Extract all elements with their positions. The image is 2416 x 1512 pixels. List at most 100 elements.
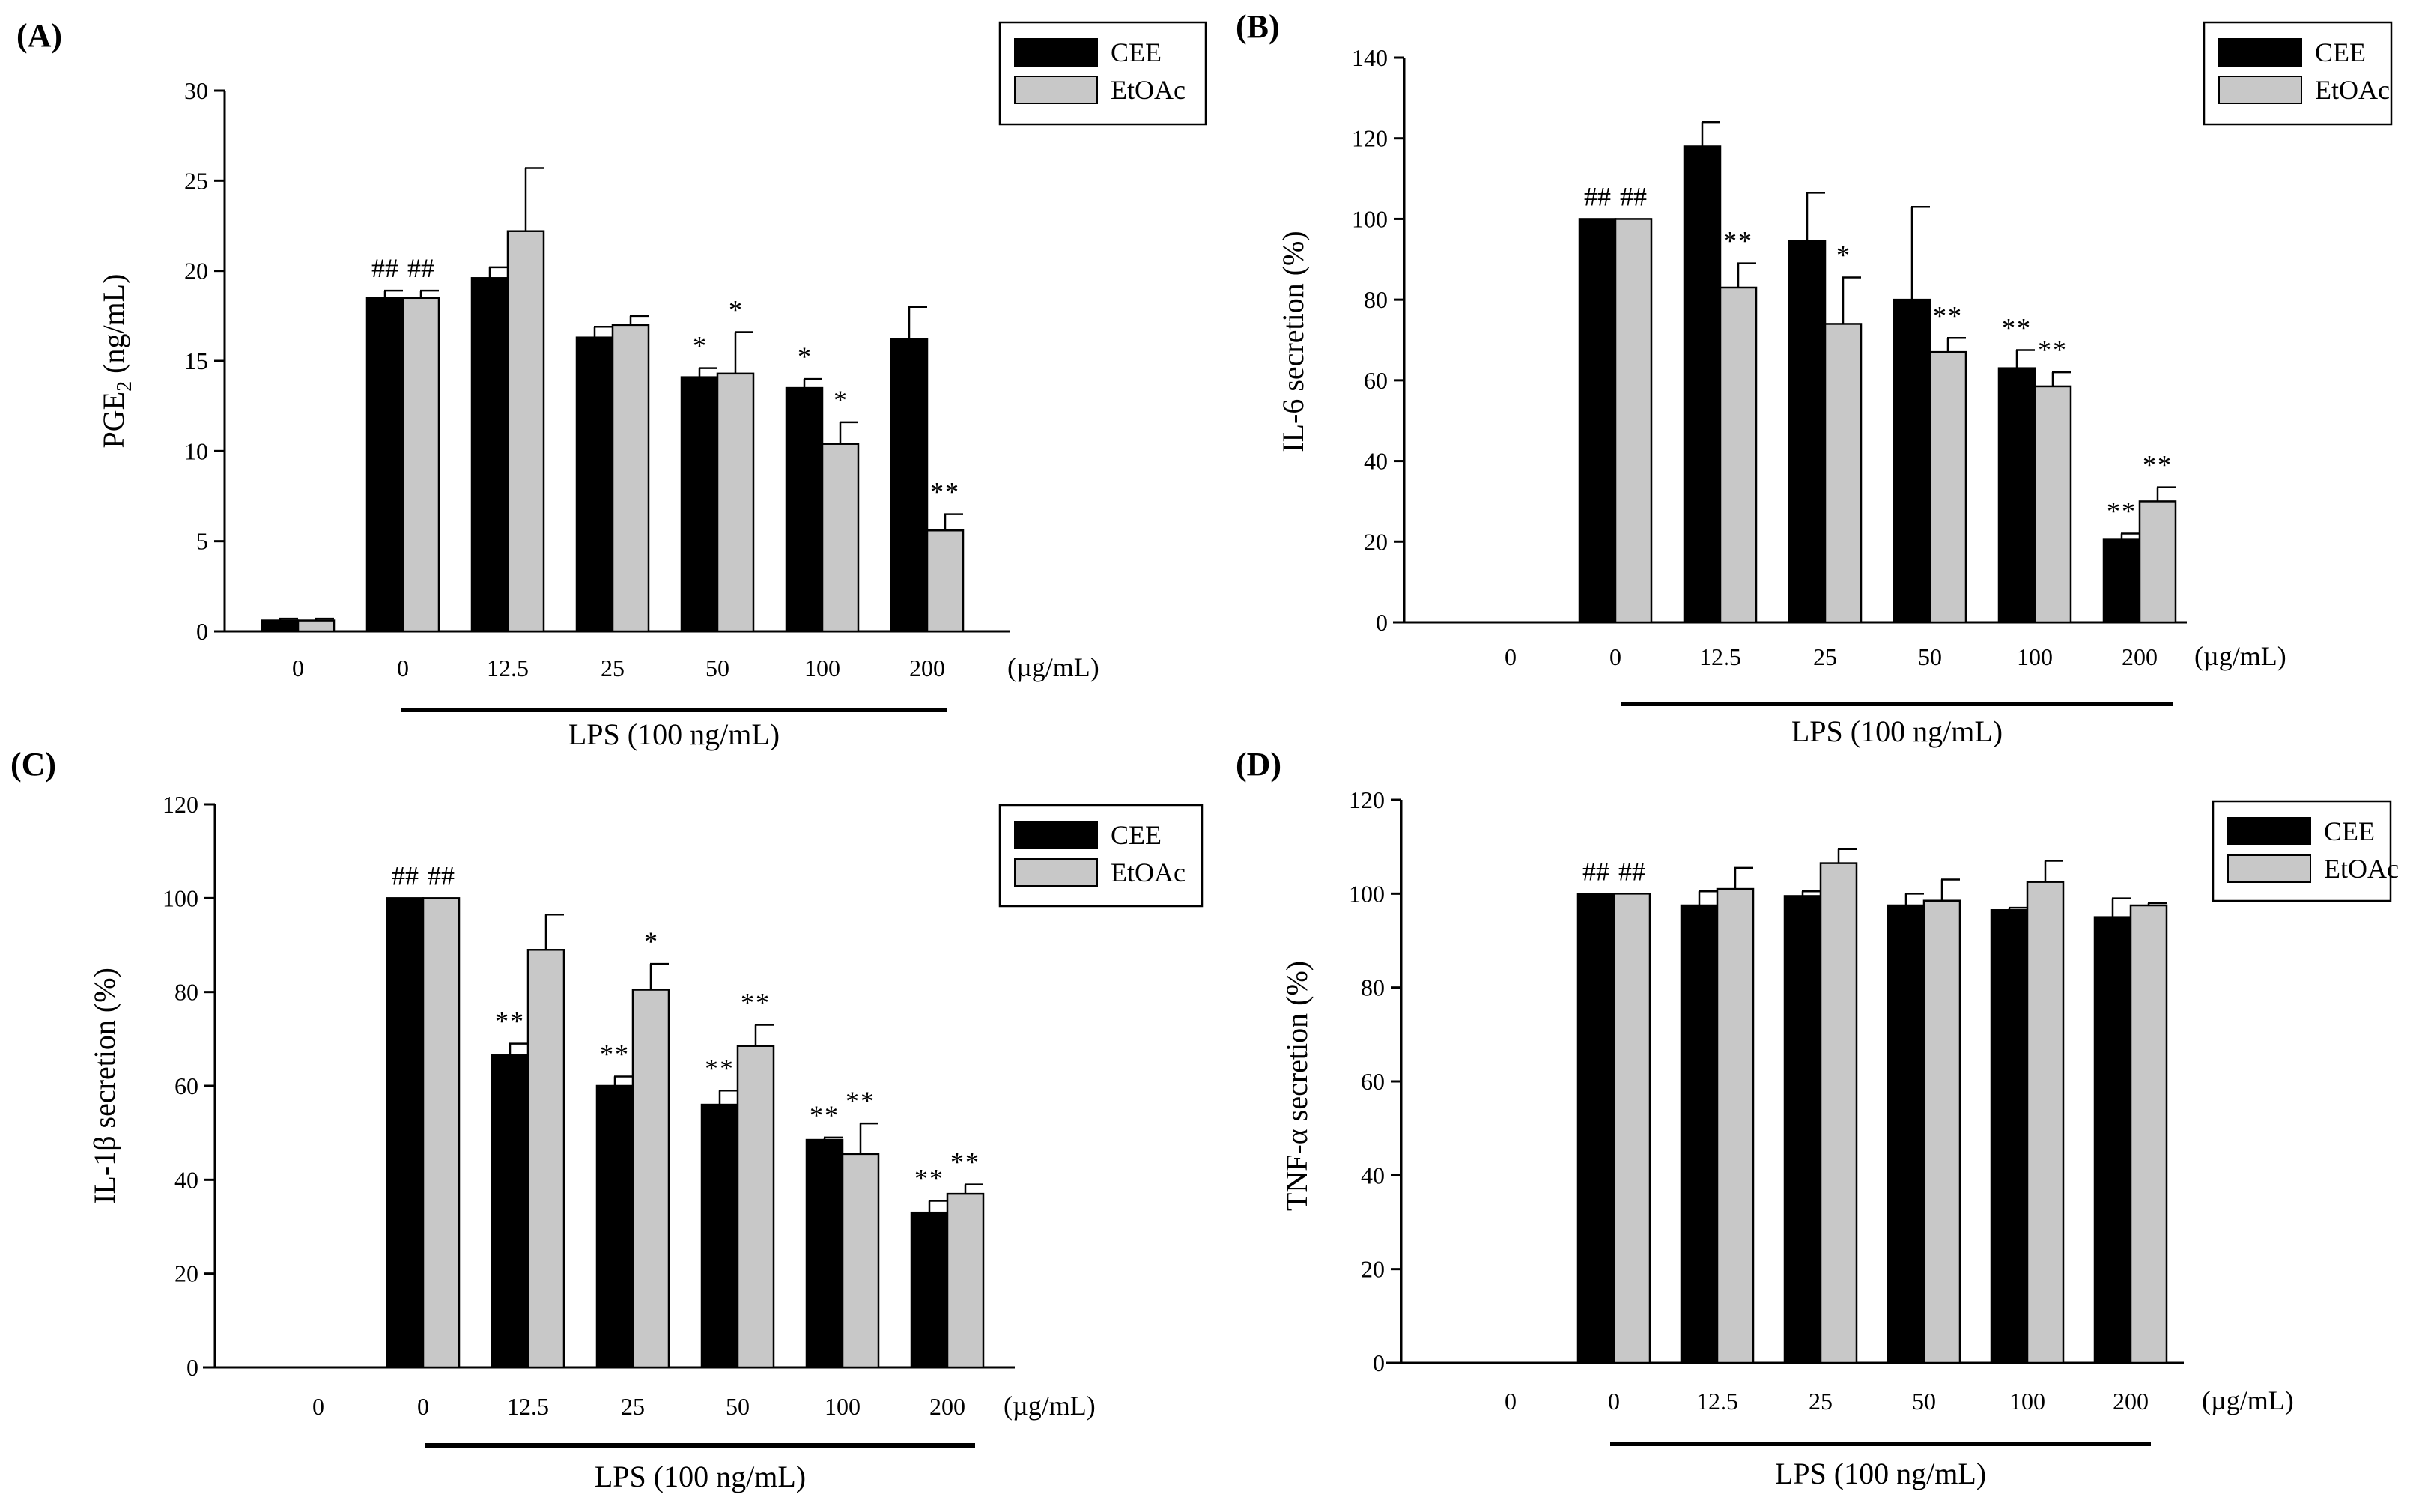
bar-etoac-4 [1928,350,1967,624]
significance-mark: ** [2143,450,2173,480]
panel-label: (C) [10,746,56,783]
bar-cee-6 [910,1211,949,1369]
bar-etoac-5 [2026,881,2065,1364]
y-tick-label: 80 [1364,286,1388,313]
y-tick-label: 20 [1361,1256,1385,1283]
x-tick-label: 50 [705,655,729,681]
y-tick-label: 100 [163,884,198,911]
legend-swatch-cee [2218,38,2302,67]
x-tick-label: 12.5 [487,655,529,681]
x-tick-label: 200 [2113,1388,2149,1415]
y-tick-label: 20 [1364,528,1388,555]
significance-mark: ** [741,988,771,1018]
bar-cee-6 [2102,538,2141,624]
x-tick-label: 12.5 [1696,1388,1738,1415]
y-tick-label: 30 [184,77,208,104]
y-tick-label: 80 [174,979,198,1006]
x-tick-label: 200 [2122,643,2158,670]
y-tick-label: 120 [1352,125,1388,152]
legend-label-cee: CEE [2315,37,2366,67]
x-tick-label: 100 [2017,643,2053,670]
significance-mark: ## [371,253,398,283]
y-tick-label: 0 [186,1354,198,1381]
significance-mark: ** [846,1086,875,1116]
y-tick-label: 40 [174,1166,198,1193]
lps-label: LPS (100 ng/mL) [1791,714,2003,748]
significance-mark: ## [392,860,419,890]
y-axis-label-subscript: 2 [113,381,136,392]
significance-mark: * [729,294,742,324]
lps-label: LPS (100 ng/mL) [595,1460,806,1493]
bar-etoac-5 [2033,385,2072,624]
bar-etoac-4 [736,1045,775,1369]
x-tick-label: 100 [825,1393,861,1420]
significance-mark: * [798,341,811,371]
x-unit-label: (µg/mL) [2202,1385,2294,1415]
significance-mark: ** [1723,226,1753,256]
x-unit-label: (µg/mL) [1004,1391,1096,1421]
y-axis-label: IL-1β secretion (%) [88,968,121,1204]
x-tick-label: 0 [417,1393,429,1420]
bar-cee-6 [890,338,929,633]
bar-etoac-4 [716,372,755,633]
y-tick-label: 20 [184,258,208,285]
bar-etoac-6 [2129,904,2168,1364]
legend: CEE EtOAc [998,21,1207,126]
bar-cee-4 [700,1103,739,1369]
x-tick-label: 0 [1505,643,1517,670]
bar-etoac-5 [841,1153,880,1369]
legend-label-etoac: EtOAc [2315,75,2390,105]
lps-label: LPS (100 ng/mL) [568,717,780,751]
bar-cee-2 [470,277,509,633]
significance-mark: ## [1618,856,1645,886]
x-tick-label: 25 [621,1393,645,1420]
legend-label-cee: CEE [1111,820,1162,850]
y-tick-label: 40 [1361,1162,1385,1188]
bar-etoac-3 [631,989,670,1369]
bar-cee-2 [1683,145,1722,624]
x-tick-label: 50 [1918,643,1942,670]
bar-etoac-4 [1922,899,1961,1364]
y-axis-label: PGE2 (ng/mL) [97,274,136,449]
y-tick-label: 15 [184,347,208,374]
significance-mark: ** [2038,335,2068,365]
significance-mark: ## [1620,181,1647,211]
x-tick-label: 200 [909,655,945,681]
bar-etoac-1 [401,297,440,633]
bar-cee-3 [595,1084,634,1369]
legend-swatch-cee [2227,817,2311,845]
y-tick-label: 10 [184,437,208,464]
x-tick-label: 200 [929,1393,965,1420]
legend-box [998,21,1207,126]
significance-mark: * [1836,240,1850,270]
bar-etoac-2 [1719,286,1758,624]
significance-mark: ** [930,477,960,507]
x-tick-label: 0 [312,1393,324,1420]
significance-mark: ** [810,1100,840,1130]
significance-mark: ** [1933,300,1963,330]
lps-label: LPS (100 ng/mL) [1775,1457,1986,1490]
significance-mark: ## [1584,181,1611,211]
bar-etoac-2 [1716,887,1755,1364]
y-tick-label: 20 [174,1260,198,1287]
panel-label: (B) [1236,8,1280,45]
bar-etoac-2 [506,230,545,633]
x-tick-label: 12.5 [507,1393,549,1420]
y-tick-label: 60 [174,1072,198,1099]
chart-panel-a: (A) 0 5 10 15 20 25 30 PGE2 (ng/mL) 0 ## ## 0 12.5 25 *… [16,17,1207,751]
chart-panel-c: (C) 0 20 40 60 80 100 120 IL-1β secretion (%) 0 ##… [10,746,1204,1493]
y-axis-label: IL-6 secretion (%) [1276,231,1310,452]
panel-label: (A) [16,17,62,54]
x-unit-label: (µg/mL) [2194,641,2286,671]
chart-panel-b: (B) 0 20 40 60 80 100 120 140 IL-6 secretion (%) 0… [1236,8,2393,748]
x-tick-label: 12.5 [1699,643,1741,670]
significance-mark: ** [2107,497,2137,526]
legend-label-etoac: EtOAc [1111,75,1186,105]
bar-cee-4 [1893,298,1931,624]
significance-mark: * [693,331,706,361]
x-tick-label: 25 [601,655,625,681]
legend-label-etoac: EtOAc [1111,857,1186,887]
legend: CEE EtOAc [2212,800,2399,902]
bar-cee-4 [1887,904,1925,1364]
